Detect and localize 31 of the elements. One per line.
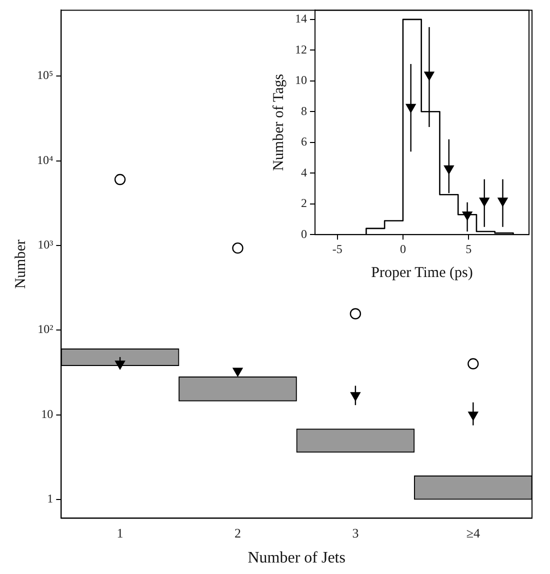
point [114,174,126,186]
x-tick-label: 0 [400,242,406,256]
y-tick-label: 0 [301,226,307,241]
x-tick-label: ≥4 [466,525,480,540]
x-tick-label: 2 [234,525,241,540]
point [232,368,243,376]
x-axis-title: Number of Jets [248,550,346,567]
y-tick-label: 10 [295,73,307,88]
y-tick-label: 8 [301,104,307,118]
point [350,308,362,320]
y-tick-label: 2 [301,196,307,210]
x-axis-title: Proper Time (ps) [371,264,473,281]
y-tick-label: 10⁵ [36,68,54,82]
y-tick-label: 10² [38,322,54,336]
x-tick-label: -5 [332,242,342,256]
y-axis-title: Number [12,240,29,289]
x-tick-label: 3 [352,525,359,540]
y-tick-label: 4 [301,165,307,180]
y-tick-label: 10³ [38,238,54,252]
y-tick-label: 14 [295,12,307,26]
y-tick-label: 6 [301,134,307,149]
point [468,358,479,370]
y-tick-label: 1 [47,492,54,506]
x-tick-label: 5 [466,242,472,256]
y-tick-label: 10 [41,406,54,421]
point [232,242,244,254]
point [115,360,125,370]
y-axis-title: Number of Tags [270,74,287,171]
y-tick-label: 12 [295,42,307,56]
y-tick-label: 10⁴ [36,152,54,167]
x-tick-label: 1 [116,525,124,540]
